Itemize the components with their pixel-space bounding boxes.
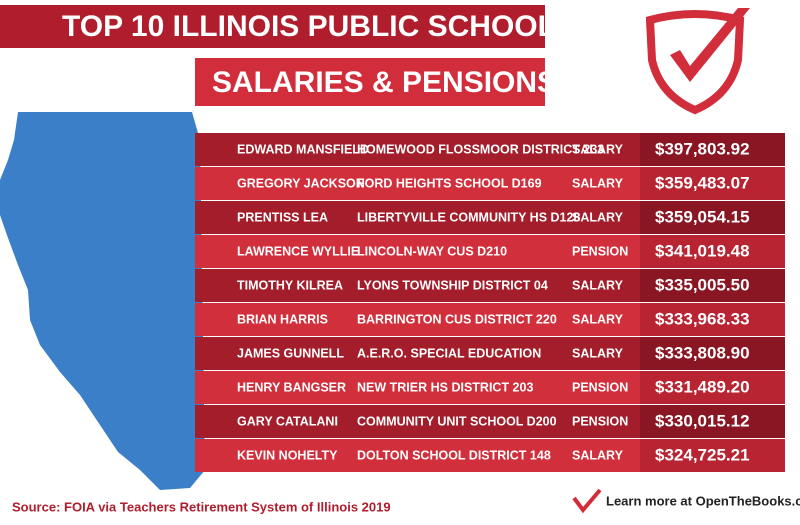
name-cell: KEVIN NOHELTY bbox=[237, 448, 338, 462]
row-bg bbox=[195, 337, 640, 370]
logo bbox=[645, 8, 750, 115]
amount-bg bbox=[640, 269, 785, 302]
amount-cell: $333,808.90 bbox=[655, 343, 750, 362]
amount-bg bbox=[640, 201, 785, 234]
amount-bg bbox=[640, 337, 785, 370]
name-cell: EDWARD MANSFIELD bbox=[237, 142, 369, 156]
name-cell: JAMES GUNNELL bbox=[237, 346, 344, 360]
title-line-1: TOP 10 ILLINOIS PUBLIC SCHOOL bbox=[62, 10, 556, 43]
row-bg bbox=[195, 371, 640, 404]
illinois-map bbox=[0, 112, 205, 490]
type-cell: PENSION bbox=[572, 244, 628, 258]
name-cell: GREGORY JACKSON bbox=[237, 176, 365, 190]
amount-cell: $324,725.21 bbox=[655, 445, 750, 464]
type-cell: SALARY bbox=[572, 210, 624, 224]
amount-cell: $333,968.33 bbox=[655, 309, 750, 328]
title-line-2: SALARIES & PENSIONS bbox=[212, 66, 557, 99]
amount-bg bbox=[640, 439, 785, 472]
type-cell: PENSION bbox=[572, 380, 628, 394]
row-bg bbox=[195, 235, 640, 268]
amount-bg bbox=[640, 303, 785, 336]
amount-bg bbox=[640, 133, 785, 166]
row-bg bbox=[195, 269, 640, 302]
amount-bg bbox=[640, 405, 785, 438]
amount-cell: $330,015.12 bbox=[655, 411, 750, 430]
district-cell: NEW TRIER HS DISTRICT 203 bbox=[357, 380, 533, 394]
type-cell: SALARY bbox=[572, 346, 624, 360]
source: Source: FOIA via Teachers Retirement Sys… bbox=[12, 499, 391, 514]
name-cell: TIMOTHY KILREA bbox=[237, 278, 343, 292]
amount-cell: $331,489.20 bbox=[655, 377, 750, 396]
title-band-1 bbox=[0, 5, 545, 48]
district-cell: LIBERTYVILLE COMMUNITY HS D128 bbox=[357, 210, 580, 224]
type-cell: SALARY bbox=[572, 448, 624, 462]
row-bg bbox=[195, 303, 640, 336]
name-cell: PRENTISS LEA bbox=[237, 210, 328, 224]
district-cell: A.E.R.O. SPECIAL EDUCATION bbox=[357, 346, 541, 360]
row-bg bbox=[195, 201, 640, 234]
type-cell: SALARY bbox=[572, 176, 624, 190]
type-cell: SALARY bbox=[572, 278, 624, 292]
name-cell: BRIAN HARRIS bbox=[237, 312, 328, 326]
row-bg bbox=[195, 405, 640, 438]
amount-bg bbox=[640, 167, 785, 200]
row-bg bbox=[195, 133, 640, 166]
name-cell: LAWRENCE WYLLIE bbox=[237, 244, 359, 258]
title-band-2 bbox=[195, 58, 545, 106]
learn-more: Learn more at OpenTheBooks.com bbox=[606, 493, 800, 508]
type-cell: SALARY bbox=[572, 312, 624, 326]
district-cell: LYONS TOWNSHIP DISTRICT 04 bbox=[357, 278, 548, 292]
district-cell: LINCOLN-WAY CUS D210 bbox=[357, 244, 507, 258]
amount-cell: $359,483.07 bbox=[655, 173, 750, 192]
footer-check bbox=[572, 488, 602, 514]
amount-cell: $397,803.92 bbox=[655, 139, 750, 158]
district-cell: HOMEWOOD FLOSSMOOR DISTRICT 233 bbox=[357, 142, 604, 156]
amount-bg bbox=[640, 235, 785, 268]
amount-cell: $341,019.48 bbox=[655, 241, 750, 260]
district-cell: DOLTON SCHOOL DISTRICT 148 bbox=[357, 448, 551, 462]
amount-bg bbox=[640, 371, 785, 404]
district-cell: COMMUNITY UNIT SCHOOL D200 bbox=[357, 414, 557, 428]
type-cell: PENSION bbox=[572, 414, 628, 428]
row-bg bbox=[195, 167, 640, 200]
row-bg bbox=[195, 439, 640, 472]
amount-cell: $335,005.50 bbox=[655, 275, 750, 294]
amount-cell: $359,054.15 bbox=[655, 207, 750, 226]
name-cell: HENRY BANGSER bbox=[237, 380, 346, 394]
type-cell: SALARY bbox=[572, 142, 624, 156]
district-cell: FORD HEIGHTS SCHOOL D169 bbox=[357, 176, 542, 190]
district-cell: BARRINGTON CUS DISTRICT 220 bbox=[357, 312, 557, 326]
name-cell: GARY CATALANI bbox=[237, 414, 338, 428]
